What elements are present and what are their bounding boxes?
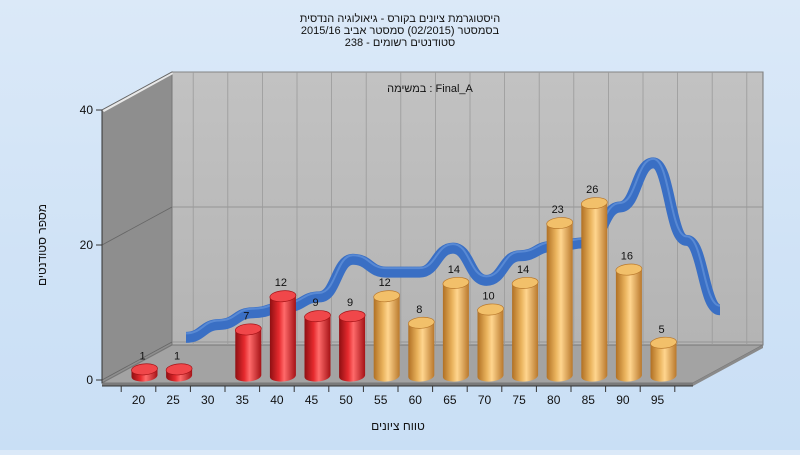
bar: 9 [304,297,331,382]
floor-right-edge [693,345,763,386]
bar-top [615,263,643,276]
y-tick-label: 20 [80,238,94,252]
bar-body [512,282,539,382]
x-tick-label: 35 [236,393,250,407]
bar-body [546,222,573,382]
bar-value-label: 23 [552,204,564,216]
bar-value-label: 14 [448,264,460,276]
bar-body [269,295,296,382]
x-tick-label: 75 [512,393,526,407]
y-tick-label: 40 [80,103,94,117]
bar-value-label: 16 [621,251,633,263]
grid-line-side [101,71,173,111]
bar-value-label: 14 [517,264,529,276]
bar: 10 [477,291,504,382]
bar-value-label: 1 [139,350,145,362]
x-tick-label: 45 [305,393,319,407]
bar-top [650,336,677,349]
bar: 16 [615,251,643,382]
bar-value-label: 9 [347,297,353,309]
grid-line-side [101,341,173,381]
bar: 5 [650,324,677,382]
bar-top [269,290,297,303]
bar: 12 [373,277,401,382]
x-axis-label: טווח ציונים [371,419,425,433]
top-edge [102,72,173,112]
bar-top [477,303,504,316]
bar-value-label: 7 [243,310,249,322]
bar-body [408,321,435,382]
x-tick-label: 70 [478,393,492,407]
x-tick-label: 80 [547,393,561,407]
bar-body [373,295,400,382]
title-line: בסמסטר (02/2015) סמסטר אביב 2015/16 [301,25,500,37]
floor-front-edge [102,383,693,386]
x-tick-label: 90 [616,393,630,407]
bar: 8 [407,304,435,382]
x-tick-label: 65 [443,393,457,407]
bar-top [131,363,158,376]
bar-top [373,290,401,303]
bar-top [511,276,539,289]
x-tick-label: 95 [651,393,665,407]
bar-value-label: 8 [416,304,422,316]
x-tick-label: 85 [582,393,596,407]
bar: 9 [338,297,366,382]
bar: 14 [511,264,539,382]
bar-top [234,323,262,336]
bar-body [304,315,331,382]
bars: 1 1 7 12 9 9 12 8 14 10 14 23 26 16 5 [131,184,677,382]
x-tick-label: 30 [201,393,215,407]
bar-value-label: 12 [275,277,287,289]
bar: 23 [546,204,574,382]
bar-value-label: 10 [482,291,494,303]
x-tick-label: 20 [132,393,146,407]
bar: 12 [269,277,297,382]
bar-body [442,282,469,382]
bar-body [339,315,366,382]
x-tick-label: 55 [374,393,388,407]
title-line: 238 - סטודנטים רשומים [345,37,456,49]
bar: 14 [442,264,470,382]
bar-body [650,341,677,382]
bar-body [477,308,504,382]
grid-line-side [101,206,173,246]
y-tick-label: 0 [86,373,93,387]
bar: 1 [165,350,193,382]
bar-value-label: 12 [379,277,391,289]
side-wall [101,71,173,384]
bar-top [442,276,470,289]
bar: 1 [131,350,158,382]
bar-top [165,363,193,376]
bar-top [338,310,366,323]
x-tick-label: 40 [270,393,284,407]
bar-top [546,217,574,230]
bar-top [407,316,435,329]
bar-value-label: 26 [586,184,598,196]
bar-body [581,202,608,382]
y-axis-label: מספר סטודנטים [35,204,49,286]
bar: 7 [234,310,262,382]
x-tick-label: 50 [339,393,353,407]
bar-top [580,197,608,210]
chart-title: היסטוגרמת ציונים בקורס - גיאולוגיה הנדסי… [300,12,500,49]
chart-subtitle: במשימה : Final_A [387,83,473,95]
bar: 26 [580,184,608,382]
title-line: היסטוגרמת ציונים בקורס - גיאולוגיה הנדסי… [300,12,500,25]
bar-value-label: 9 [312,297,318,309]
bar-top [304,310,331,323]
bar-body [235,328,262,382]
x-tick-label: 60 [409,393,423,407]
bar-body [615,268,642,382]
x-tick-label: 25 [166,393,180,407]
bar-value-label: 1 [174,350,180,362]
bar-value-label: 5 [658,324,664,336]
